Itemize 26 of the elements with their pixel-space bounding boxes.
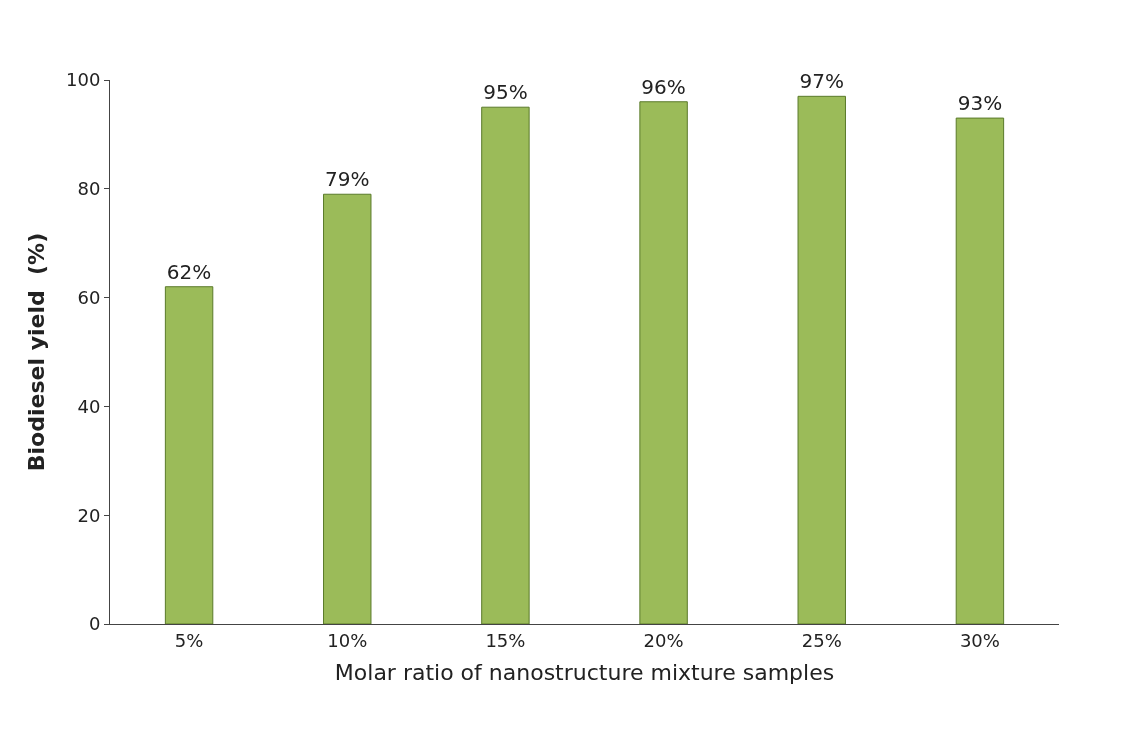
y-tick-label: 100 <box>66 69 101 91</box>
x-tick-label: 10% <box>327 629 368 651</box>
y-tick-label: 0 <box>88 613 101 635</box>
data-label: 62% <box>166 259 212 284</box>
y-tick-label: 60 <box>77 286 101 308</box>
x-tick-label: 15% <box>485 629 526 651</box>
data-label: 95% <box>483 80 528 105</box>
y-tick-label: 20 <box>77 504 101 526</box>
bar <box>323 193 372 624</box>
bar <box>164 286 214 624</box>
y-tick-label: 40 <box>77 395 101 417</box>
bar <box>481 106 530 624</box>
bar <box>955 117 1005 624</box>
data-label: 96% <box>641 74 686 99</box>
bar <box>639 101 688 624</box>
x-axis-title: Molar ratio of nanostructure mixture samples <box>334 660 835 686</box>
y-tick-label: 80 <box>77 178 101 200</box>
data-label: 93% <box>957 91 1003 116</box>
x-tick-label: 20% <box>643 629 684 651</box>
y-axis-title: Biodiesel yield (%) <box>23 232 49 472</box>
x-tick-label: 5% <box>174 629 204 651</box>
data-label: 79% <box>325 167 370 192</box>
x-tick-label: 25% <box>801 629 842 651</box>
bar <box>797 95 846 624</box>
x-tick-label: 30% <box>959 629 1000 651</box>
data-label: 97% <box>799 69 844 94</box>
